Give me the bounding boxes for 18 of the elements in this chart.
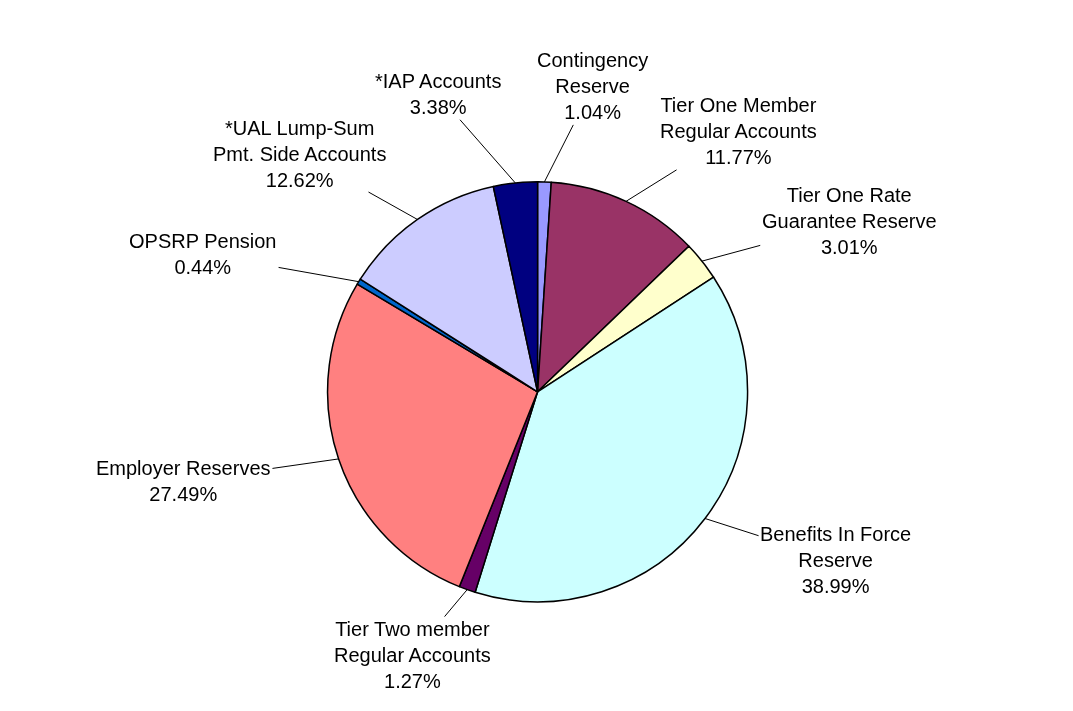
slice-label: Contingency Reserve — [537, 49, 649, 97]
slice-label: Tier One Rate Guarantee Reserve — [762, 184, 937, 232]
slice-label: Tier One Member Regular Accounts — [660, 94, 817, 142]
data-label: 12.62% — [265, 169, 334, 191]
slice-label: *UAL Lump-Sum Pmt. Side Accounts — [213, 117, 387, 165]
data-label: 27.49% — [149, 483, 218, 505]
data-label: 1.04% — [564, 101, 622, 123]
slice-label: *IAP Accounts — [375, 70, 502, 92]
data-label: 1.27% — [384, 670, 441, 692]
data-label: 3.38% — [409, 96, 467, 118]
data-label: 38.99% — [801, 575, 870, 597]
data-label: 11.77% — [705, 146, 772, 168]
data-label: 3.01% — [820, 236, 878, 258]
slice-label: Tier Two member Regular Accounts — [334, 618, 491, 666]
slice-label: OPSRP Pension — [129, 230, 277, 252]
slice-label: Benefits In Force Reserve — [760, 523, 912, 571]
data-label: 0.44% — [174, 256, 232, 278]
slice-label: Employer Reserves — [96, 457, 271, 479]
